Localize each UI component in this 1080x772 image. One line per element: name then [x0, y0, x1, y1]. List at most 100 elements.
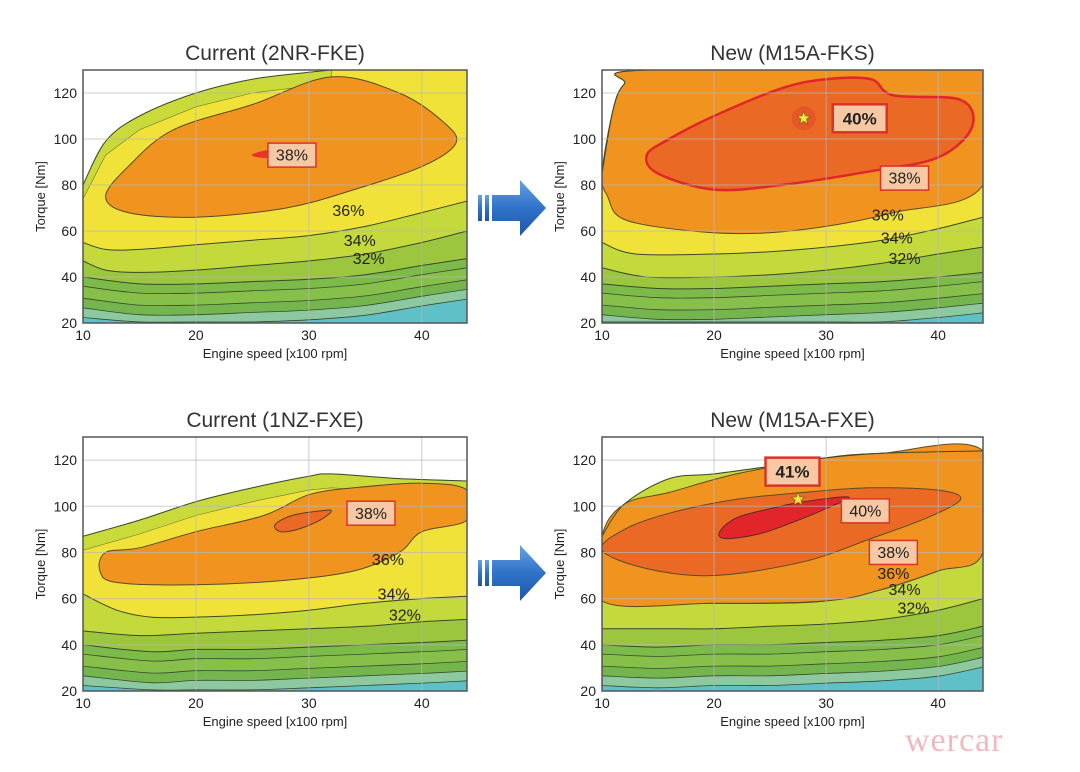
efficiency-label-box: [346, 500, 396, 526]
y-tick-label: 80: [61, 544, 77, 560]
x-tick-label: 10: [594, 327, 610, 343]
efficiency-label: 34%: [344, 233, 376, 250]
efficiency-label: 38%: [355, 506, 387, 523]
contour-line-32pct: [83, 639, 467, 653]
x-tick-label: 20: [706, 695, 722, 711]
y-tick-label: 20: [61, 683, 77, 699]
x-tick-label: 40: [414, 695, 430, 711]
plot-frame: [601, 436, 984, 692]
max-torque-line: [602, 70, 983, 174]
y-axis-label: Torque [Nm]: [33, 161, 48, 232]
efficiency-label: 38%: [889, 171, 921, 188]
star-icon: [795, 110, 812, 125]
right-arrow-icon: [478, 180, 546, 236]
y-tick-label: 60: [580, 591, 596, 607]
efficiency-label: 40%: [843, 109, 877, 128]
contour-line-36pct: [83, 200, 467, 251]
chart-panel: 41%40%38%36%34%32%10 20 30 4020406080100120…: [552, 409, 984, 729]
x-tick-label: 40: [930, 327, 946, 343]
efficiency-label-box: [868, 539, 919, 566]
y-tick-label: 60: [61, 591, 77, 607]
efficiency-label: 32%: [353, 251, 385, 268]
efficiency-label-box: [267, 142, 317, 168]
efficiency-label: 40%: [849, 503, 881, 520]
y-tick-label: 100: [54, 131, 78, 147]
y-tick-label: 80: [580, 177, 596, 193]
y-tick-label: 120: [573, 85, 597, 101]
y-tick-label: 40: [580, 269, 596, 285]
efficiency-label: 34%: [378, 587, 410, 604]
efficiency-label: 36%: [877, 566, 909, 583]
contour-line-32pct: [83, 258, 467, 285]
y-tick-label: 20: [580, 315, 596, 331]
y-tick-label: 40: [580, 637, 596, 653]
x-tick-label: 40: [930, 695, 946, 711]
plot-frame: [82, 436, 468, 692]
plot-area: [602, 70, 983, 323]
y-tick-label: 120: [54, 85, 78, 101]
plot-frame: [82, 69, 468, 324]
y-axis-label: Torque [Nm]: [33, 529, 48, 600]
max-torque-line: [602, 450, 983, 538]
x-tick-label: 10: [75, 695, 91, 711]
efficiency-label: 41%: [775, 463, 809, 482]
x-axis-label: Engine speed [x100 rpm]: [720, 346, 865, 361]
y-tick-label: 40: [61, 269, 77, 285]
y-axis-label: Torque [Nm]: [552, 529, 567, 600]
y-tick-label: 100: [54, 498, 78, 514]
chart-panel: 38%36%34%32%10 20 30 4020406080100120Engine…: [33, 409, 468, 729]
efficiency-label: 34%: [881, 231, 913, 248]
efficiency-label-box: [840, 498, 891, 524]
contour-line-34pct: [83, 230, 467, 273]
efficiency-label-box: [879, 165, 930, 191]
x-tick-label: 30: [301, 327, 317, 343]
chart-title: Current (2NR-FKE): [185, 42, 365, 65]
x-tick-label: 20: [188, 327, 204, 343]
plot-frame: [601, 69, 984, 324]
efficiency-label: 32%: [389, 607, 421, 624]
chart-panel: 40%38%36%34%32%10 20 30 4020406080100120Eng…: [552, 42, 984, 361]
y-tick-label: 20: [580, 683, 596, 699]
y-tick-label: 100: [573, 131, 597, 147]
right-arrow-icon: [478, 545, 546, 601]
efficiency-label: 32%: [889, 251, 921, 268]
plot-area: [83, 437, 467, 691]
efficiency-label: 38%: [276, 148, 308, 165]
x-tick-label: 10: [594, 695, 610, 711]
x-tick-label: 40: [414, 327, 430, 343]
efficiency-label: 34%: [889, 582, 921, 599]
contour-line-32pct: [602, 625, 983, 648]
y-tick-label: 60: [61, 223, 77, 239]
chart-title: New (M15A-FKS): [710, 42, 875, 65]
transition-arrows: [478, 180, 546, 601]
max-torque-line: [83, 473, 467, 537]
contour-line-36pct: [83, 593, 467, 619]
x-tick-label: 20: [706, 327, 722, 343]
contour-line-34pct: [83, 618, 467, 637]
efficiency-label: 38%: [877, 545, 909, 562]
x-axis-label: Engine speed [x100 rpm]: [203, 346, 348, 361]
y-tick-label: 40: [61, 637, 77, 653]
y-tick-label: 80: [61, 177, 77, 193]
efficiency-region-40pct: [644, 76, 975, 192]
x-axis-label: Engine speed [x100 rpm]: [720, 714, 865, 729]
x-axis-label: Engine speed [x100 rpm]: [203, 714, 348, 729]
y-tick-label: 20: [61, 315, 77, 331]
plot-area: [83, 70, 467, 323]
efficiency-label: 36%: [372, 552, 404, 569]
efficiency-label: 32%: [898, 600, 930, 617]
x-tick-label: 20: [188, 695, 204, 711]
y-tick-label: 120: [573, 452, 597, 468]
y-axis-label: Torque [Nm]: [552, 161, 567, 232]
chart-panel: 38%36%34%32%10 20 30 4020406080100120Engine…: [33, 42, 468, 361]
y-tick-label: 60: [580, 223, 596, 239]
watermark: wercar: [905, 722, 1004, 759]
x-tick-label: 30: [301, 695, 317, 711]
contour-line-34pct: [602, 598, 983, 630]
star-icon: [790, 491, 806, 506]
efficiency-label-box: [831, 103, 888, 134]
x-tick-label: 30: [818, 695, 834, 711]
efficiency-label: 36%: [332, 203, 364, 220]
